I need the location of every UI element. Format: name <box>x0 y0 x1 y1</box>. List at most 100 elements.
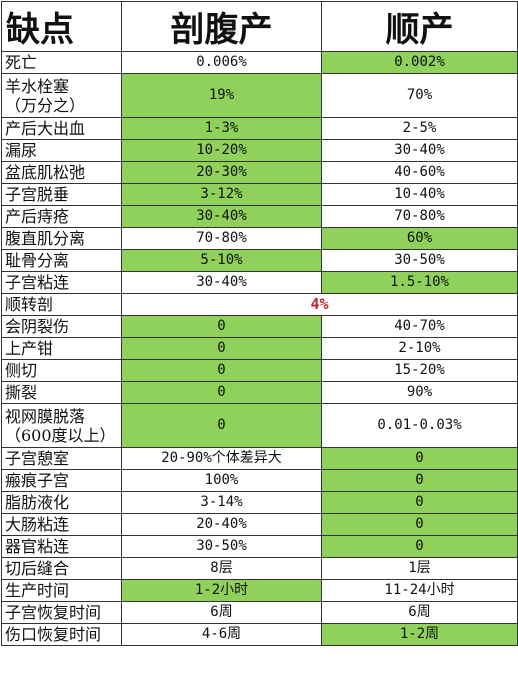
cesarean-value-cell: 5-10% <box>121 249 322 272</box>
row-label: 盆底肌松弛 <box>1 161 122 184</box>
natural-value-cell: 30-50% <box>321 249 518 272</box>
cesarean-value-cell: 0.006% <box>121 51 322 74</box>
table-row: 漏尿 10-20% 30-40% <box>1 139 518 162</box>
cesarean-value-cell: 100% <box>121 469 322 492</box>
natural-value-cell: 2-5% <box>321 117 518 140</box>
table-row: 盆底肌松弛 20-30% 40-60% <box>1 161 518 184</box>
table-body: 死亡 0.006% 0.002% 羊水栓塞 （万分之） 19% 70% 产后大出血 1-3% 2-… <box>1 51 518 646</box>
row-label: 器官粘连 <box>1 535 122 558</box>
row-label: 漏尿 <box>1 139 122 162</box>
cesarean-value-cell: 0 <box>121 359 322 382</box>
cesarean-value-cell: 30-40% <box>121 205 322 228</box>
header-cesarean: 剖腹产 <box>121 1 322 52</box>
table-row: 大肠粘连 20-40% 0 <box>1 513 518 536</box>
cesarean-value-cell: 20-90%个体差异大 <box>121 447 322 470</box>
cesarean-value-cell: 0 <box>121 315 322 338</box>
cesarean-value-cell: 4-6周 <box>121 623 322 646</box>
header-natural-birth: 顺产 <box>321 1 518 52</box>
row-label: 会阴裂伤 <box>1 315 122 338</box>
table-row: 撕裂 0 90% <box>1 381 518 404</box>
natural-value-cell: 0 <box>321 491 518 514</box>
table-row: 会阴裂伤 0 40-70% <box>1 315 518 338</box>
row-label: 大肠粘连 <box>1 513 122 536</box>
cesarean-value-cell: 3-14% <box>121 491 322 514</box>
natural-value-cell: 10-40% <box>321 183 518 206</box>
table-row: 产后大出血 1-3% 2-5% <box>1 117 518 140</box>
natural-value-cell: 6周 <box>321 601 518 624</box>
natural-value-cell: 70-80% <box>321 205 518 228</box>
row-label: 切后缝合 <box>1 557 122 580</box>
table-row: 脂肪液化 3-14% 0 <box>1 491 518 514</box>
natural-value-cell: 15-20% <box>321 359 518 382</box>
cesarean-value-cell: 20-40% <box>121 513 322 536</box>
cesarean-value-cell: 30-40% <box>121 271 322 294</box>
cesarean-value-cell: 30-50% <box>121 535 322 558</box>
row-label: 顺转剖 <box>1 293 122 316</box>
cesarean-value-cell: 20-30% <box>121 161 322 184</box>
natural-value-cell: 0.002% <box>321 51 518 74</box>
table-row: 耻骨分离 5-10% 30-50% <box>1 249 518 272</box>
natural-value-cell: 0 <box>321 469 518 492</box>
natural-value-cell: 90% <box>321 381 518 404</box>
natural-value-cell: 11-24小时 <box>321 579 518 602</box>
table-row: 伤口恢复时间 4-6周 1-2周 <box>1 623 518 646</box>
table-row: 羊水栓塞 （万分之） 19% 70% <box>1 73 518 118</box>
table-row: 腹直肌分离 70-80% 60% <box>1 227 518 250</box>
row-label: 伤口恢复时间 <box>1 623 122 646</box>
cesarean-value-cell: 10-20% <box>121 139 322 162</box>
row-label: 脂肪液化 <box>1 491 122 514</box>
table-row: 器官粘连 30-50% 0 <box>1 535 518 558</box>
natural-value-cell: 60% <box>321 227 518 250</box>
row-label: 子宫恢复时间 <box>1 601 122 624</box>
row-label: 子宫粘连 <box>1 271 122 294</box>
header-row: 缺点 剖腹产 顺产 <box>1 1 518 52</box>
row-label: 羊水栓塞 （万分之） <box>1 73 122 118</box>
cesarean-value-cell: 3-12% <box>121 183 322 206</box>
cesarean-value-cell: 8层 <box>121 557 322 580</box>
table-row: 子宫脱垂 3-12% 10-40% <box>1 183 518 206</box>
row-label: 上产钳 <box>1 337 122 360</box>
row-label: 耻骨分离 <box>1 249 122 272</box>
table-row: 子宫粘连 30-40% 1.5-10% <box>1 271 518 294</box>
cesarean-value-cell: 0 <box>121 381 322 404</box>
natural-value-cell: 2-10% <box>321 337 518 360</box>
cesarean-value-cell: 70-80% <box>121 227 322 250</box>
table-row: 切后缝合 8层 1层 <box>1 557 518 580</box>
natural-value-cell: 0 <box>321 535 518 558</box>
natural-value-cell: 0.01-0.03% <box>321 403 518 448</box>
table-row: 子宫憩室 20-90%个体差异大 0 <box>1 447 518 470</box>
row-label: 侧切 <box>1 359 122 382</box>
merged-value-cell: 4% <box>121 293 518 316</box>
header-drawbacks: 缺点 <box>1 1 122 52</box>
row-label: 子宫憩室 <box>1 447 122 470</box>
table-row: 子宫恢复时间 6周 6周 <box>1 601 518 624</box>
cesarean-value-cell: 0 <box>121 403 322 448</box>
natural-value-cell: 0 <box>321 513 518 536</box>
table-row: 视网膜脱落 （600度以上） 0 0.01-0.03% <box>1 403 518 448</box>
natural-value-cell: 1.5-10% <box>321 271 518 294</box>
cesarean-value-cell: 19% <box>121 73 322 118</box>
row-label: 生产时间 <box>1 579 122 602</box>
row-label: 产后大出血 <box>1 117 122 140</box>
natural-value-cell: 1层 <box>321 557 518 580</box>
table-row: 上产钳 0 2-10% <box>1 337 518 360</box>
table-row: 生产时间 1-2小时 11-24小时 <box>1 579 518 602</box>
natural-value-cell: 70% <box>321 73 518 118</box>
natural-value-cell: 0 <box>321 447 518 470</box>
row-label: 撕裂 <box>1 381 122 404</box>
cesarean-value-cell: 6周 <box>121 601 322 624</box>
table-row: 侧切 0 15-20% <box>1 359 518 382</box>
row-label: 产后痔疮 <box>1 205 122 228</box>
natural-value-cell: 40-70% <box>321 315 518 338</box>
cesarean-value-cell: 0 <box>121 337 322 360</box>
row-label: 瘢痕子宫 <box>1 469 122 492</box>
natural-value-cell: 30-40% <box>321 139 518 162</box>
row-label: 腹直肌分离 <box>1 227 122 250</box>
table-row: 瘢痕子宫 100% 0 <box>1 469 518 492</box>
table-row: 产后痔疮 30-40% 70-80% <box>1 205 518 228</box>
row-label: 子宫脱垂 <box>1 183 122 206</box>
comparison-table: 缺点 剖腹产 顺产 死亡 0.006% 0.002% 羊水栓塞 （万分之） 19% 70% 产… <box>1 1 518 646</box>
natural-value-cell: 1-2周 <box>321 623 518 646</box>
cesarean-value-cell: 1-3% <box>121 117 322 140</box>
table-row: 死亡 0.006% 0.002% <box>1 51 518 74</box>
